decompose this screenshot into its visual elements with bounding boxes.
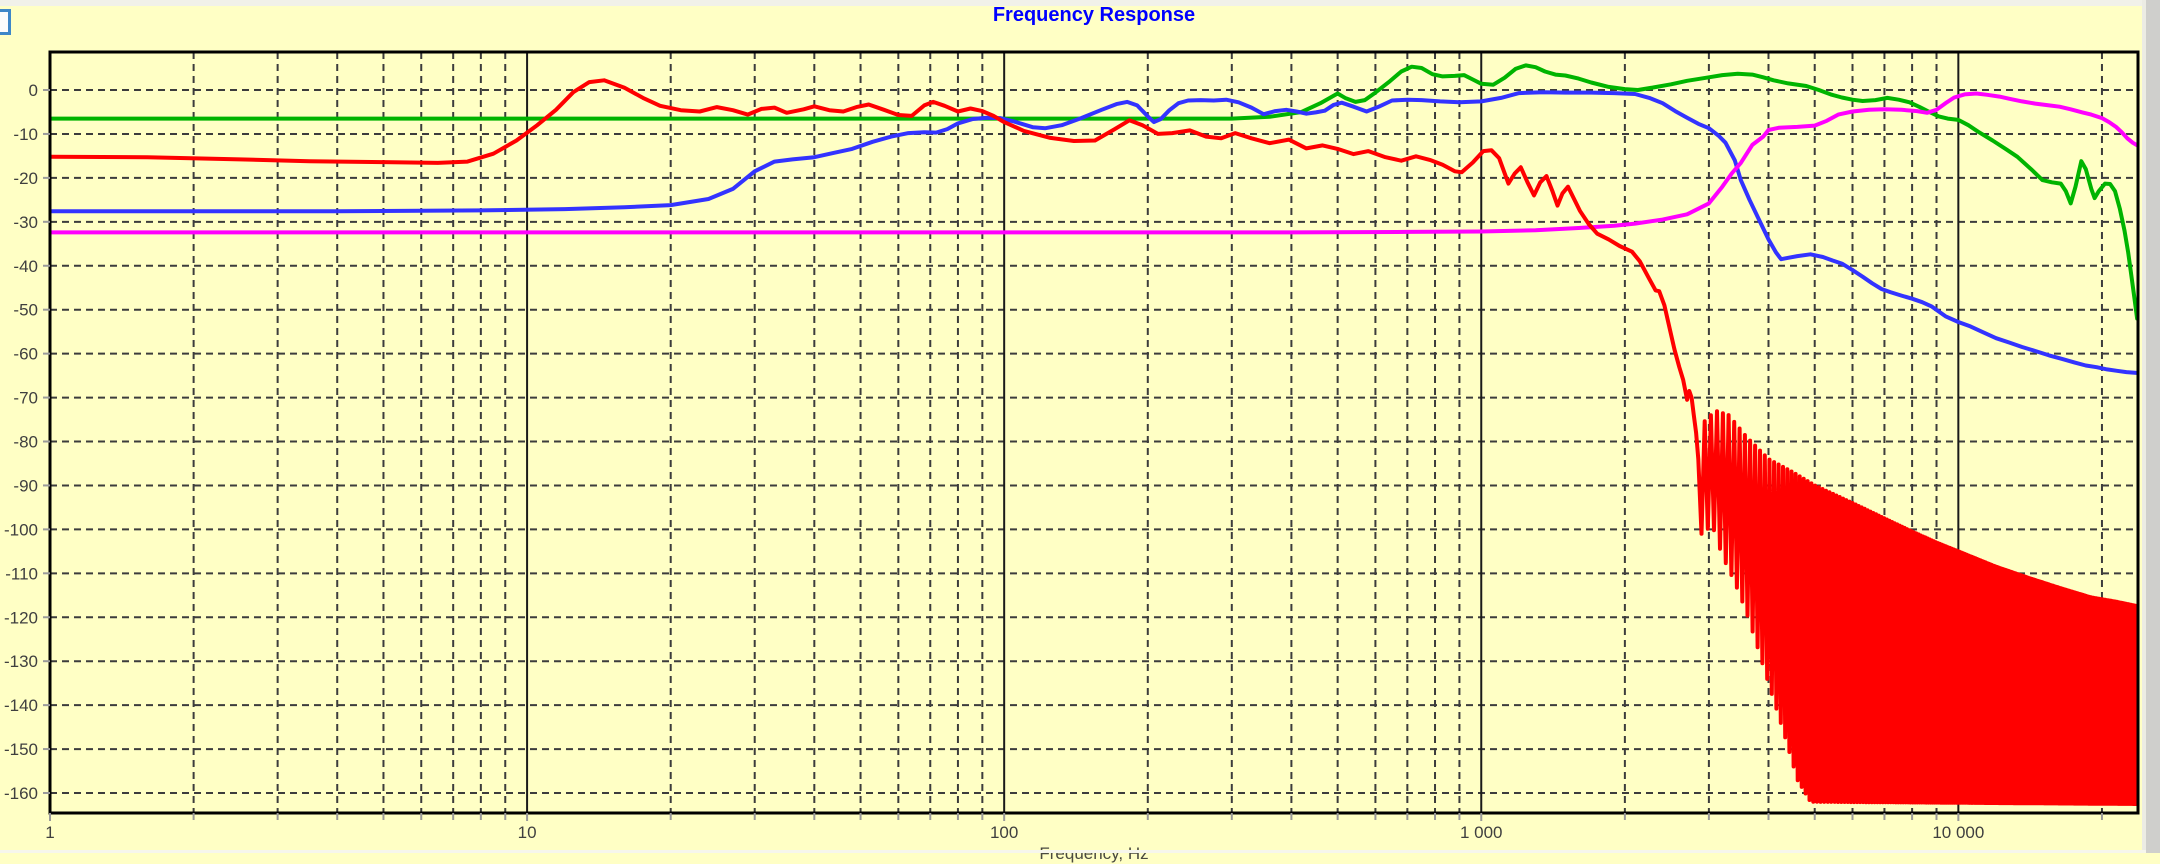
svg-text:-110: -110 [5, 564, 38, 583]
window-bottom-edge [0, 850, 2146, 853]
data-curves [50, 63, 2138, 806]
svg-text:-90: -90 [13, 476, 38, 495]
svg-text:-10: -10 [13, 125, 38, 144]
window-top-strip [0, 0, 2160, 6]
svg-text:-130: -130 [4, 652, 38, 671]
svg-text:-40: -40 [13, 257, 38, 276]
svg-text:-20: -20 [13, 169, 38, 188]
svg-text:-50: -50 [13, 301, 38, 320]
svg-text:-80: -80 [13, 433, 38, 452]
svg-text:1 000: 1 000 [1460, 823, 1503, 842]
svg-text:100: 100 [990, 823, 1018, 842]
window-right-edge [2142, 0, 2160, 853]
axis-ticks [43, 89, 2103, 821]
x-axis-labels: 1 10 100 1 000 10 000 [45, 823, 1984, 842]
blue-trace [50, 90, 2138, 375]
svg-text:-70: -70 [13, 389, 38, 408]
svg-text:10 000: 10 000 [1932, 823, 1984, 842]
gridlines-dashed [50, 52, 2138, 813]
svg-text:-60: -60 [13, 345, 38, 364]
window-corner-widget[interactable] [0, 9, 11, 35]
svg-text:0: 0 [29, 81, 38, 100]
svg-text:-120: -120 [4, 608, 38, 627]
svg-text:-30: -30 [13, 213, 38, 232]
svg-text:-140: -140 [4, 696, 38, 715]
chart-title: Frequency Response [992, 4, 1196, 26]
magenta-trace [50, 91, 2138, 235]
gridlines-solid [526, 52, 1960, 813]
svg-text:-100: -100 [4, 520, 38, 539]
y-axis-labels: 0 -10 -20 -30 -40 -50 -60 -70 -80 -90 -100 -110 -120… [4, 81, 38, 803]
x-axis-title: Frequency, Hz [1039, 844, 1149, 863]
green-trace [50, 63, 2138, 321]
plot-border [48, 50, 2140, 815]
red-trace [50, 78, 2138, 806]
svg-text:-150: -150 [4, 740, 38, 759]
svg-text:1: 1 [45, 823, 54, 842]
svg-text:10: 10 [518, 823, 537, 842]
svg-text:-160: -160 [4, 784, 38, 803]
